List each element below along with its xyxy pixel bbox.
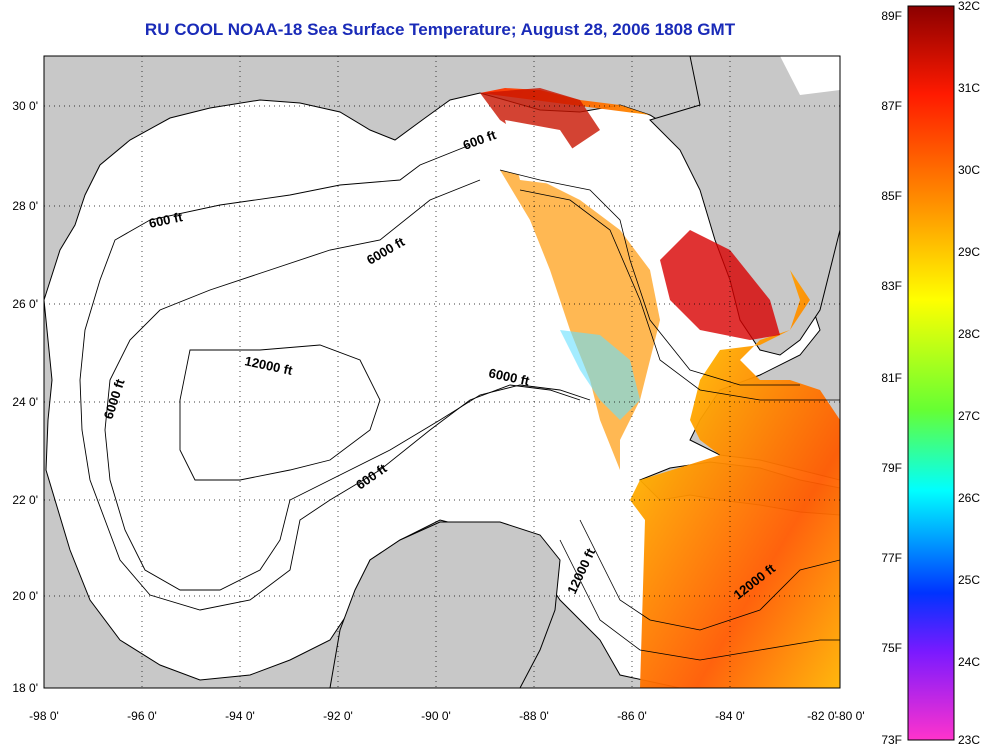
contour-east-a [519, 189, 840, 401]
f-label: 75F [881, 641, 902, 655]
c-label: 28C [958, 327, 980, 341]
c-label: 26C [958, 491, 980, 505]
contour-east-b [499, 169, 800, 386]
f-label: 83F [881, 279, 902, 293]
lon-tick: -92 0' [323, 709, 353, 723]
contour-12000 [179, 344, 381, 481]
plot-frame [43, 55, 841, 689]
c-label: 25C [958, 573, 980, 587]
c-label: 29C [958, 245, 980, 259]
lon-tick: -98 0' [29, 709, 59, 723]
lon-tick: -96 0' [127, 709, 157, 723]
lon-tick: -80 0' [835, 709, 865, 723]
c-label: 23C [958, 733, 980, 747]
contour-600 [79, 144, 581, 611]
f-label: 77F [881, 551, 902, 565]
grid [44, 56, 840, 688]
lon-tick: -84 0' [715, 709, 745, 723]
contour-south [579, 519, 840, 631]
f-label: 87F [881, 99, 902, 113]
lon-tick: -90 0' [421, 709, 451, 723]
sst-cool-patch [560, 330, 640, 420]
c-label: 31C [958, 81, 980, 95]
sst-swath [480, 88, 840, 688]
c-label: 30C [958, 163, 980, 177]
c-label: 32C [958, 0, 980, 13]
lat-tick: 22 0' [12, 493, 38, 507]
longitude-axis: -98 0' -96 0' -94 0' -92 0' -90 0' -88 0… [29, 709, 864, 723]
lon-tick: -88 0' [519, 709, 549, 723]
colorbar-celsius-labels: 32C 31C 30C 29C 28C 27C 26C 25C 24C 23C [958, 0, 980, 747]
lat-tick: 20 0' [12, 589, 38, 603]
sst-warm-core [660, 230, 780, 340]
contour-south-2 [559, 539, 840, 661]
c-label: 24C [958, 655, 980, 669]
lon-tick: -86 0' [617, 709, 647, 723]
lon-tick: -82 0' [807, 709, 837, 723]
f-label: 89F [881, 9, 902, 23]
lat-tick: 28 0' [12, 199, 38, 213]
map-title: RU COOL NOAA-18 Sea Surface Temperature;… [144, 20, 736, 39]
lat-tick: 24 0' [12, 395, 38, 409]
colorbar-fahrenheit-labels: 89F 87F 85F 83F 81F 79F 77F 75F 73F [881, 9, 902, 747]
latitude-axis: 30 0' 28 0' 26 0' 24 0' 22 0' 20 0' 18 0… [12, 99, 38, 695]
lat-tick: 30 0' [12, 99, 38, 113]
cloud-mask [505, 120, 580, 185]
sst-north-warm [480, 88, 600, 150]
f-label: 85F [881, 189, 902, 203]
c-label: 27C [958, 409, 980, 423]
colorbar-gradient [907, 5, 955, 741]
f-label: 79F [881, 461, 902, 475]
yucatan-land [329, 521, 561, 688]
contour-6000 [104, 179, 591, 591]
contour-label: 600 ft [148, 209, 185, 231]
lat-tick: 18 0' [12, 681, 38, 695]
f-label: 81F [881, 371, 902, 385]
lon-tick: -94 0' [225, 709, 255, 723]
lat-tick: 26 0' [12, 297, 38, 311]
f-label: 73F [881, 733, 902, 747]
cloud-mask-2 [780, 56, 840, 95]
